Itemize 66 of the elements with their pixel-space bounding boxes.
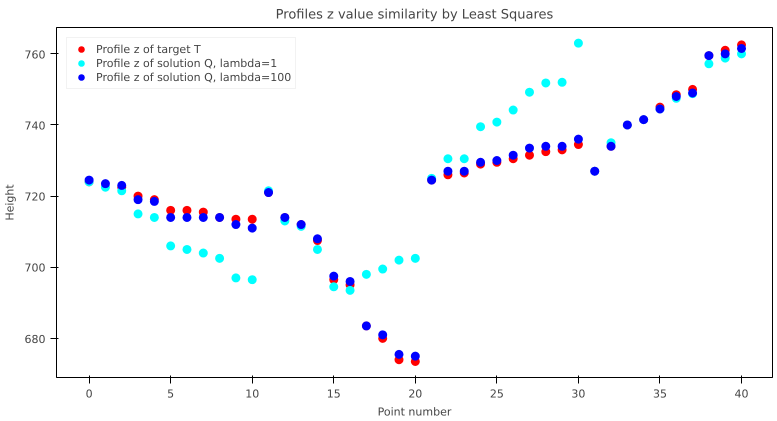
point	[231, 220, 240, 230]
point	[704, 59, 714, 68]
point	[460, 154, 469, 164]
point	[720, 49, 730, 58]
point	[508, 150, 518, 160]
x-tick-label: 30	[571, 388, 586, 400]
point	[410, 254, 420, 263]
point	[329, 272, 338, 281]
point	[166, 212, 176, 222]
point	[541, 142, 550, 151]
point	[134, 209, 143, 218]
x-tick-label: 5	[167, 388, 174, 400]
point	[166, 241, 176, 250]
x-tick-label: 0	[86, 388, 93, 400]
chart-title: Profiles z value similarity by Least Squares	[276, 8, 554, 22]
point	[182, 212, 192, 222]
x-tick-label: 20	[408, 388, 422, 400]
point	[248, 214, 257, 224]
point	[215, 254, 224, 263]
x-tick-label: 25	[490, 388, 504, 400]
point	[541, 78, 550, 88]
point	[100, 179, 110, 188]
point	[394, 350, 404, 359]
point	[312, 244, 322, 254]
point	[134, 195, 143, 204]
x-axis-title: Point number	[378, 406, 452, 418]
point	[737, 44, 746, 53]
point	[508, 106, 518, 115]
y-tick-label: 700	[24, 262, 46, 275]
point	[198, 248, 208, 258]
point	[362, 270, 371, 279]
legend-label: Profile z of solution Q, lambda=100	[96, 70, 292, 84]
point	[150, 212, 159, 222]
point	[410, 352, 420, 361]
point	[346, 286, 355, 295]
point	[248, 275, 257, 284]
legend-label: Profile z of solution Q, lambda=1	[96, 56, 278, 70]
y-axis-title: Height	[4, 184, 17, 221]
point	[248, 224, 257, 233]
y-tick-label: 680	[24, 332, 46, 346]
point	[443, 166, 452, 176]
point	[574, 134, 583, 144]
x-tick-label: 10	[245, 388, 260, 400]
point	[378, 330, 388, 340]
point	[558, 142, 567, 151]
point	[198, 212, 208, 222]
point	[492, 118, 502, 127]
y-tick-label: 740	[24, 119, 46, 132]
point	[378, 264, 388, 274]
y-tick-label: 720	[24, 190, 46, 204]
point	[231, 273, 240, 282]
x-tick-label: 15	[326, 388, 341, 400]
point	[443, 154, 452, 164]
point	[329, 282, 338, 292]
x-tick-label: 40	[734, 388, 749, 400]
legend-label: Profile z of target T	[96, 42, 201, 56]
point	[524, 88, 534, 97]
point	[394, 256, 404, 265]
point	[574, 38, 583, 48]
point	[182, 244, 192, 254]
y-tick-label: 760	[24, 48, 46, 62]
point	[476, 122, 486, 132]
point	[346, 276, 355, 286]
point	[558, 78, 567, 87]
x-tick-label: 35	[652, 388, 667, 400]
point	[524, 144, 534, 153]
